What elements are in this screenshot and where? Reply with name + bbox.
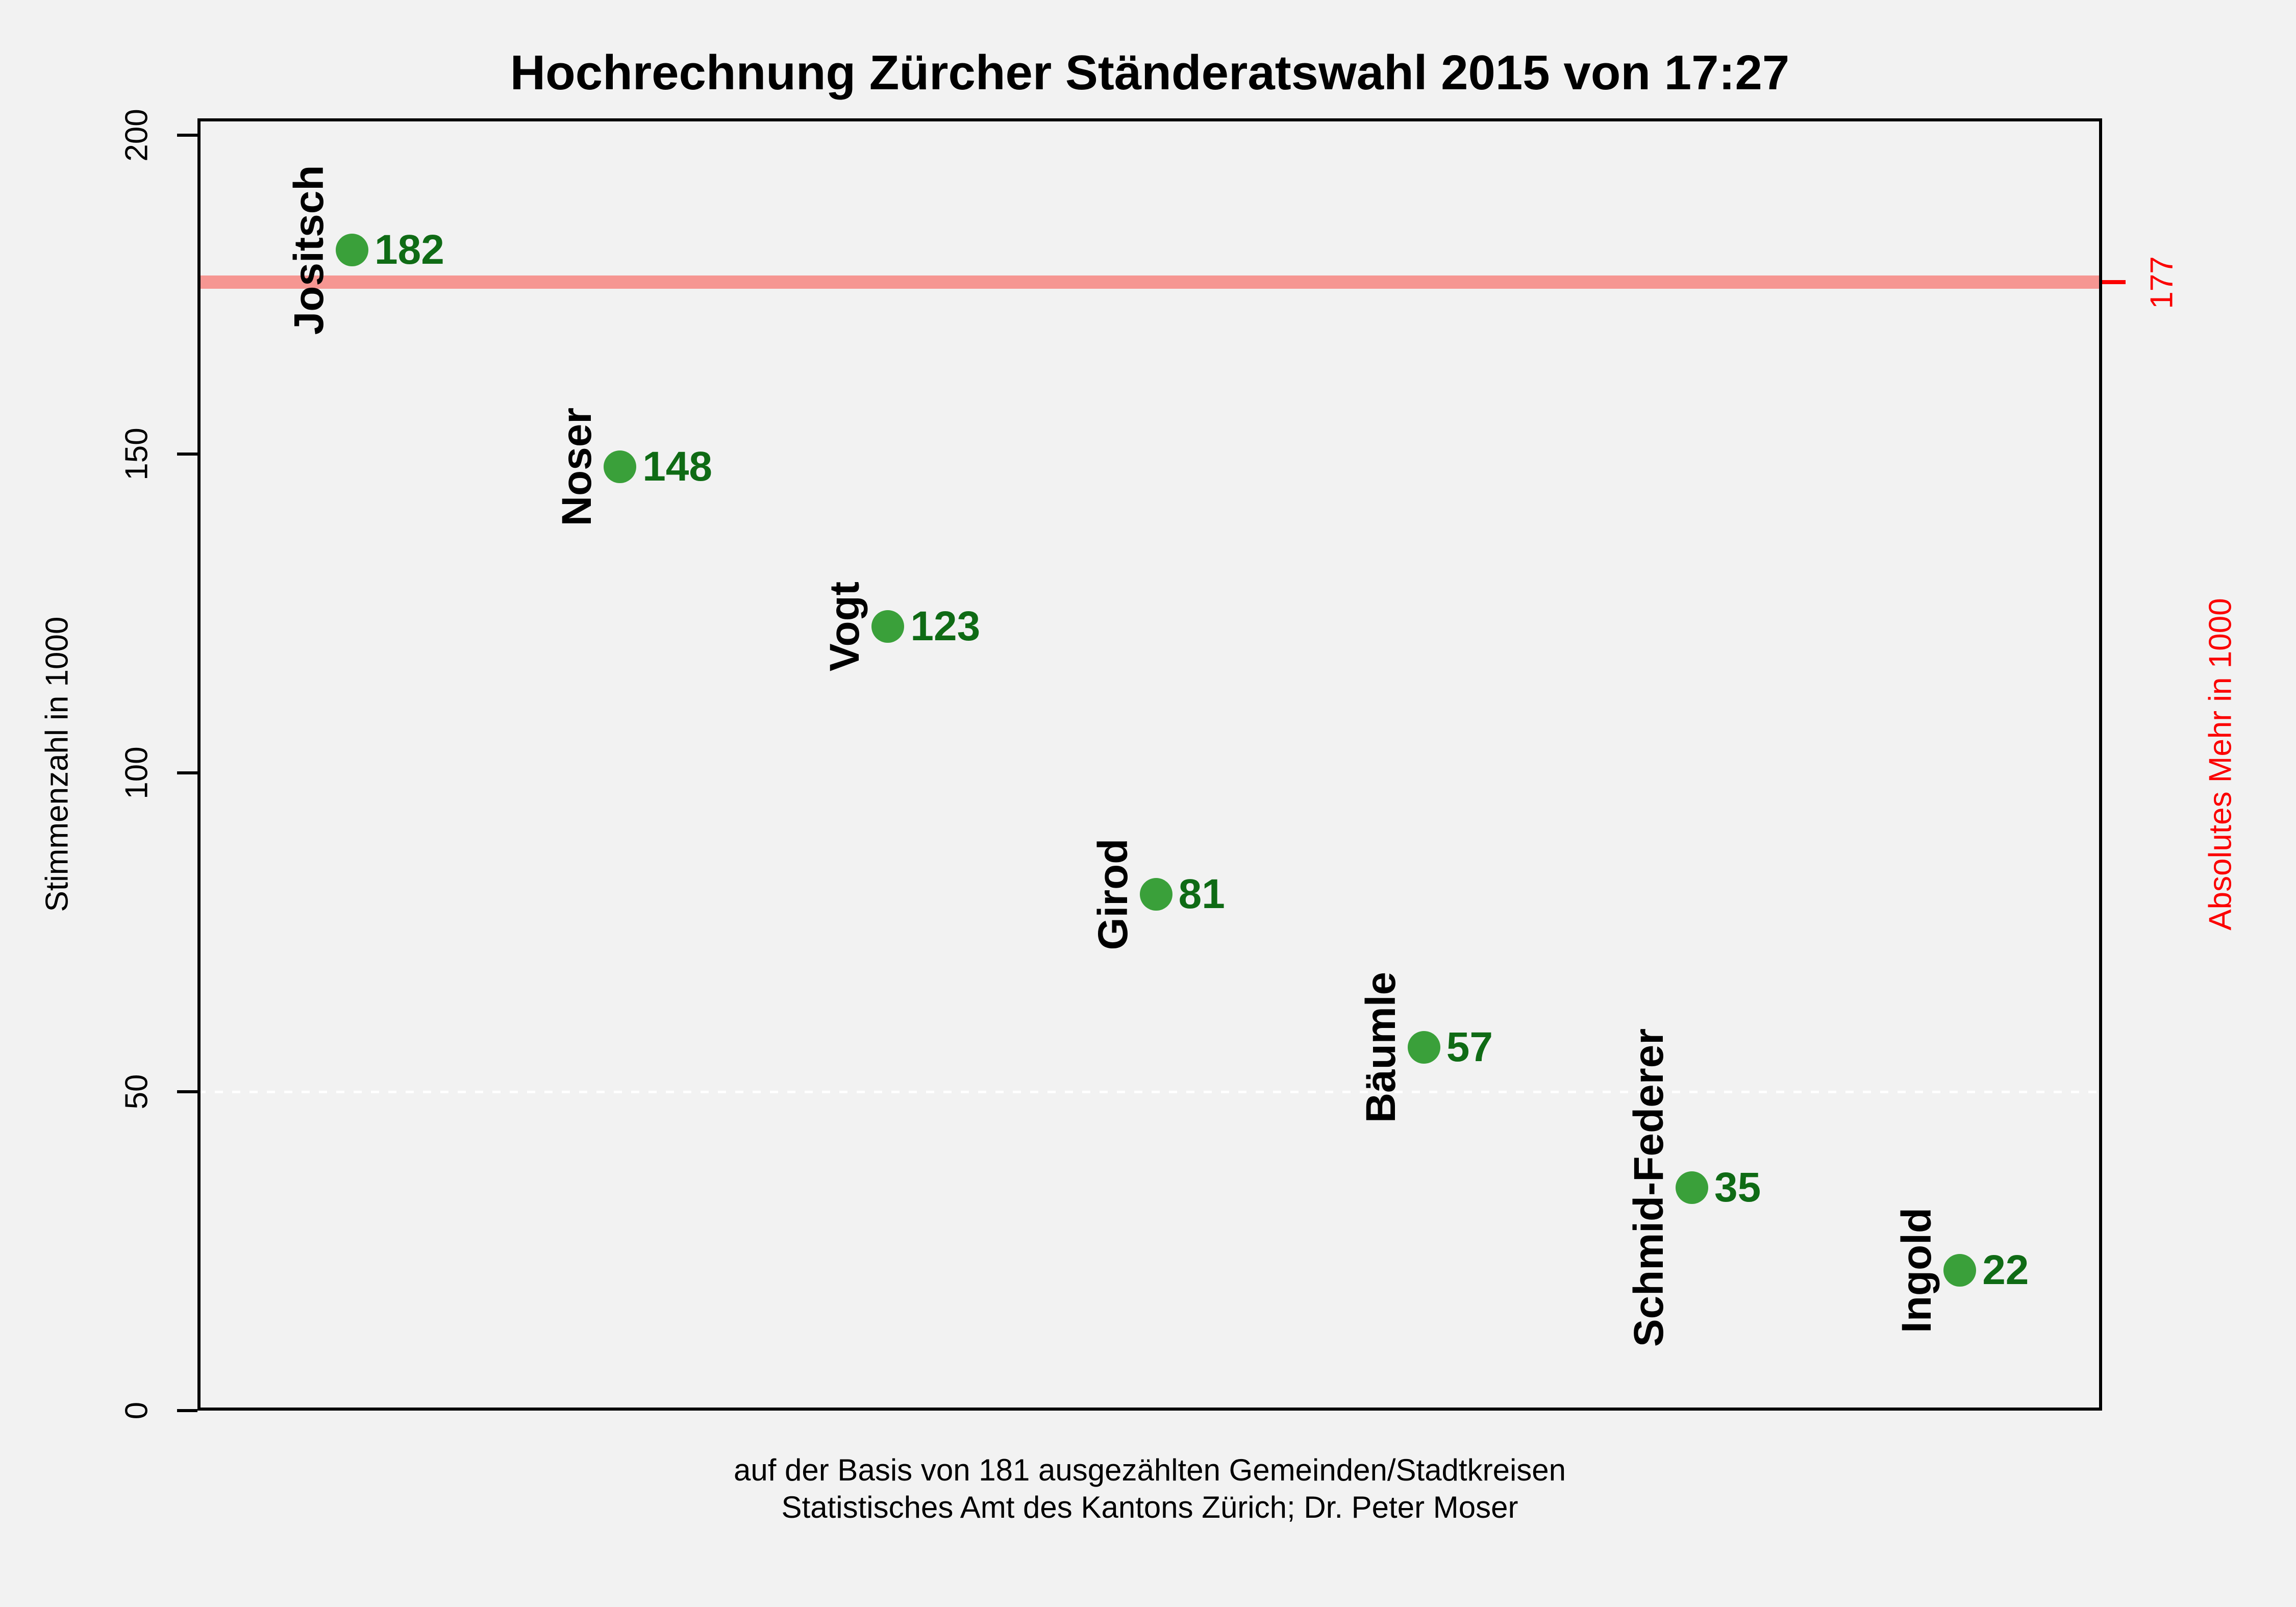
plot-area <box>197 118 2102 1411</box>
data-point-dot <box>336 234 368 266</box>
data-point-dot <box>1139 877 1172 911</box>
data-point-dot <box>1943 1254 1977 1287</box>
y-axis-tick <box>177 1409 197 1412</box>
data-point-dot <box>1407 1031 1440 1064</box>
value-label: 123 <box>910 602 981 649</box>
y-axis-tick-label: 0 <box>119 1401 155 1420</box>
y-axis-tick <box>177 453 197 456</box>
caption-line-2: Statistisches Amt des Kantons Zürich; Dr… <box>781 1490 1518 1525</box>
y-axis-tick <box>177 771 197 774</box>
y2-axis-title: Absolutes Mehr in 1000 <box>2203 598 2238 931</box>
y-axis-tick-label: 200 <box>119 109 155 162</box>
data-point-dot <box>871 610 905 643</box>
y-axis-tick <box>177 1090 197 1093</box>
value-label: 182 <box>375 227 444 273</box>
y-axis-tick-label: 50 <box>119 1074 155 1110</box>
y-axis-tick-label: 150 <box>119 428 155 481</box>
value-label: 35 <box>1714 1164 1761 1211</box>
majority-value-label: 177 <box>2144 256 2180 309</box>
chart-caption: auf der Basis von 181 ausgezählten Gemei… <box>197 1451 2102 1526</box>
value-label: 81 <box>1178 870 1225 917</box>
y-axis-title: Stimmenzahl in 1000 <box>39 616 75 912</box>
data-point-dot <box>604 450 637 483</box>
chart-title: Hochrechnung Zürcher Ständeratswahl 2015… <box>510 45 1790 100</box>
gridline-50 <box>197 1091 2102 1093</box>
value-label: 57 <box>1446 1023 1493 1070</box>
majority-line <box>197 275 2102 289</box>
value-label: 148 <box>642 443 713 490</box>
caption-line-1: auf der Basis von 181 ausgezählten Gemei… <box>733 1453 1566 1487</box>
data-point-dot <box>1676 1171 1708 1204</box>
y-axis-tick <box>177 134 197 137</box>
y-axis-tick-label: 100 <box>119 746 155 799</box>
value-label: 22 <box>1982 1247 2029 1293</box>
majority-tick <box>2102 280 2126 284</box>
